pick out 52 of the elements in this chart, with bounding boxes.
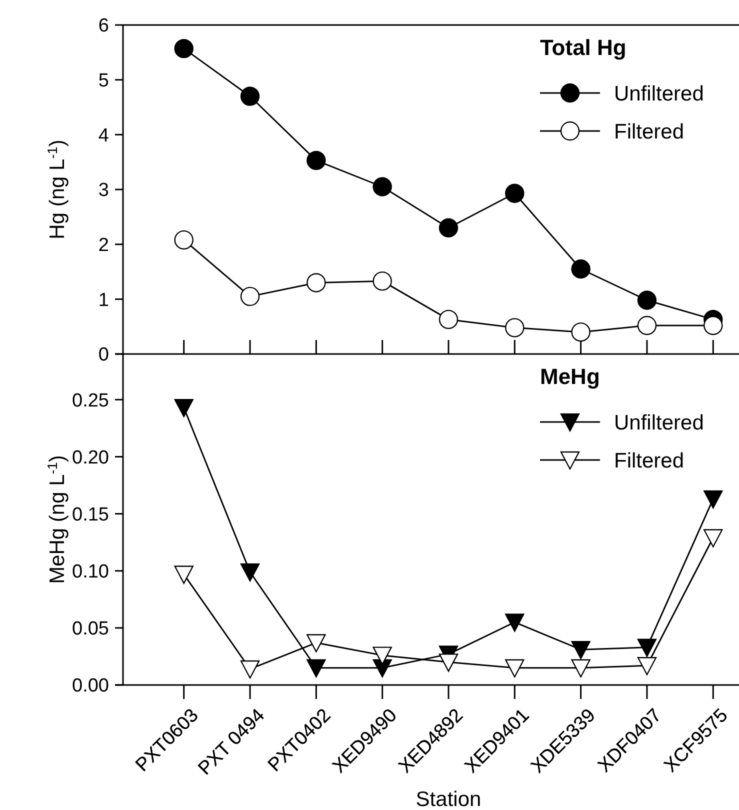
point [174,566,194,584]
point [306,273,326,292]
y-tick-label: 0.15 [72,504,109,526]
point [240,286,260,306]
point [571,659,590,678]
point [505,614,524,632]
point [637,290,657,310]
point [372,646,392,665]
point [637,656,657,676]
y-tick-label: 0.10 [72,562,109,583]
point [306,150,326,170]
point [372,271,392,291]
point [571,322,590,342]
point [306,634,326,652]
legend-title: MeHg [540,364,600,389]
point [240,86,260,106]
y-tick-label: 3 [98,180,109,202]
point [438,218,458,238]
point [372,177,392,196]
point [637,638,657,657]
y-tick-label: 0.05 [72,618,109,640]
point [704,529,723,548]
y-tick-label: 0.20 [72,447,109,468]
x-axis-title: Station [416,788,482,810]
point [704,490,723,509]
point [505,659,524,678]
point [174,38,194,58]
point [571,641,590,660]
point [505,184,524,203]
point [240,660,260,679]
point [174,399,194,418]
point [240,563,260,582]
point [438,654,458,672]
y-tick-label: 0.25 [72,390,109,412]
legend-title: Total Hg [540,35,626,60]
y-tick-label: 0.00 [72,676,109,697]
point [637,316,657,336]
point [306,659,326,678]
legend-label: Filtered [614,449,684,472]
legend-label: Filtered [614,120,684,144]
point [571,259,590,279]
legend-label: Unfiltered [614,411,704,434]
y-tick-label: 5 [98,70,109,92]
point [438,310,458,330]
y-tick-label: 2 [98,234,109,256]
point [505,318,524,338]
y-tick-label: 1 [98,290,109,311]
y-tick-label: 6 [98,16,109,37]
point [704,316,723,336]
y-tick-label: 4 [98,125,110,146]
y-tick-label: 0 [98,344,109,366]
legend-label: Unfiltered [614,82,704,106]
